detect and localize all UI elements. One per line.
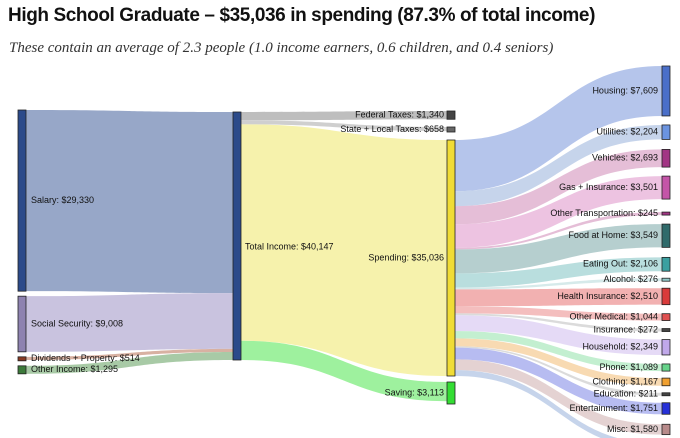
- flow-gas-insurance: [455, 176, 662, 248]
- label-gas-insurance: Gas + Insurance: $3,501: [559, 182, 658, 192]
- label-household: Household: $2,349: [582, 342, 658, 352]
- node-social-security: [17, 295, 27, 353]
- label-insurance: Insurance: $272: [593, 324, 658, 334]
- label-state-local-taxes: State + Local Taxes: $658: [340, 124, 444, 134]
- node-vehicles: [661, 149, 671, 168]
- flow-gifts-charity: [455, 370, 618, 438]
- flow-alcohol: [455, 278, 662, 290]
- flow-other-transportation: [455, 212, 662, 250]
- flow-federal-taxes: [241, 111, 447, 121]
- label-saving: Saving: $3,113: [385, 387, 444, 397]
- node-state-local-taxes: [446, 126, 456, 133]
- flow-housing: [455, 66, 662, 192]
- chart-subtitle: These contain an average of 2.3 people (…: [9, 40, 554, 56]
- sankey-links: [26, 66, 662, 438]
- node-other-medical: [661, 313, 671, 321]
- node-clothing: [661, 377, 671, 387]
- flow-vehicles: [455, 149, 662, 225]
- label-salary: Salary: $29,330: [31, 195, 94, 205]
- node-spending: [446, 139, 456, 377]
- flow-social-security: [26, 293, 233, 352]
- label-other-transportation: Other Transportation: $245: [550, 208, 658, 218]
- flow-other-medical: [455, 306, 662, 321]
- label-social-security: Social Security: $9,008: [31, 318, 123, 328]
- flow-spending: [241, 124, 447, 376]
- chart-title: High School Graduate – $35,036 in spendi…: [8, 5, 596, 26]
- node-salary: [17, 109, 27, 292]
- node-misc: [661, 423, 671, 436]
- node-alcohol: [661, 277, 671, 282]
- label-education: Education: $211: [594, 389, 658, 399]
- node-total-income: [232, 111, 242, 361]
- node-other-income: [17, 365, 27, 375]
- flow-other-income: [26, 352, 233, 374]
- flow-clothing: [455, 338, 662, 386]
- node-insurance: [661, 328, 671, 332]
- label-vehicles: Vehicles: $2,693: [592, 153, 658, 163]
- flow-utilities: [455, 124, 662, 207]
- sankey-labels: Salary: $29,330 Social Security: $9,008 Di…: [31, 85, 658, 434]
- label-misc: Misc: $1,580: [607, 424, 658, 434]
- flow-health-insurance: [455, 288, 662, 307]
- node-food-at-home: [661, 223, 671, 248]
- label-entertainment: Entertainment: $1,751: [569, 403, 658, 413]
- label-health-insurance: Health Insurance: $2,510: [557, 291, 658, 301]
- node-education: [661, 392, 671, 397]
- flow-insurance: [455, 313, 662, 332]
- flow-dividends-property: [26, 348, 233, 361]
- node-household: [661, 339, 671, 356]
- label-clothing: Clothing: $1,167: [592, 376, 658, 386]
- label-other-income: Other Income: $1,295: [31, 364, 118, 374]
- flow-phone: [455, 331, 662, 372]
- flow-education: [455, 346, 662, 396]
- label-alcohol: Alcohol: $276: [603, 274, 658, 284]
- flow-eating-out: [455, 257, 662, 288]
- flow-saving: [241, 340, 447, 402]
- label-dividends-property: Dividends + Property: $514: [31, 353, 140, 363]
- node-dividends-property: [17, 356, 27, 362]
- flow-misc: [455, 359, 662, 435]
- node-eating-out: [661, 256, 671, 272]
- label-spending: Spending: $35,036: [368, 252, 444, 262]
- flow-state-local-taxes: [241, 120, 447, 132]
- sankey-nodes: [17, 65, 671, 436]
- node-federal-taxes: [446, 110, 456, 120]
- node-utilities: [661, 124, 671, 140]
- label-food-at-home: Food at Home: $3,549: [568, 230, 658, 240]
- flow-food-at-home: [455, 224, 662, 274]
- label-housing: Housing: $7,609: [592, 85, 658, 95]
- label-federal-taxes: Federal Taxes: $1,340: [355, 110, 444, 120]
- node-other-transportation: [661, 211, 671, 216]
- label-total-income: Total Income: $40,147: [245, 241, 334, 251]
- node-entertainment: [661, 402, 671, 415]
- node-housing: [661, 65, 671, 117]
- label-other-medical: Other Medical: $1,044: [569, 311, 658, 321]
- label-utilities: Utilities: $2,204: [596, 127, 658, 137]
- flow-entertainment: [455, 347, 662, 415]
- flow-salary: [26, 110, 233, 294]
- node-saving: [446, 381, 456, 405]
- flow-household: [455, 315, 662, 355]
- label-eating-out: Eating Out: $2,106: [583, 259, 658, 269]
- node-gas-insurance: [661, 175, 671, 200]
- node-health-insurance: [661, 287, 671, 306]
- label-phone: Phone: $1,089: [599, 362, 658, 372]
- node-phone: [661, 363, 671, 372]
